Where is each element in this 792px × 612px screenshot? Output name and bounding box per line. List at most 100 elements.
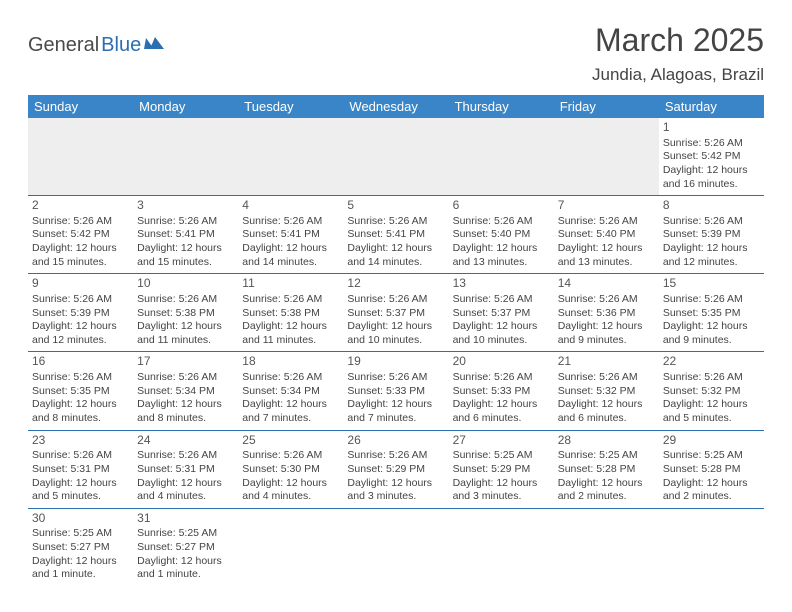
sunrise-line: Sunrise: 5:25 AM xyxy=(32,527,129,541)
calendar-day-cell xyxy=(449,508,554,586)
calendar-day-cell: 23Sunrise: 5:26 AMSunset: 5:31 PMDayligh… xyxy=(28,430,133,508)
sunset-line: Sunset: 5:29 PM xyxy=(347,463,444,477)
daylight-line: Daylight: 12 hours and 3 minutes. xyxy=(453,477,550,504)
sunset-line: Sunset: 5:37 PM xyxy=(347,307,444,321)
daylight-line: Daylight: 12 hours and 5 minutes. xyxy=(663,398,760,425)
sunset-line: Sunset: 5:29 PM xyxy=(453,463,550,477)
sunrise-line: Sunrise: 5:26 AM xyxy=(137,449,234,463)
sunrise-line: Sunrise: 5:26 AM xyxy=(558,293,655,307)
sunrise-line: Sunrise: 5:25 AM xyxy=(137,527,234,541)
sunset-line: Sunset: 5:37 PM xyxy=(453,307,550,321)
day-number: 7 xyxy=(558,198,655,214)
sunrise-line: Sunrise: 5:26 AM xyxy=(663,293,760,307)
daylight-line: Daylight: 12 hours and 15 minutes. xyxy=(32,242,129,269)
sunrise-line: Sunrise: 5:26 AM xyxy=(32,215,129,229)
daylight-line: Daylight: 12 hours and 7 minutes. xyxy=(242,398,339,425)
day-number: 16 xyxy=(32,354,129,370)
sunset-line: Sunset: 5:34 PM xyxy=(242,385,339,399)
logo: GeneralBlue xyxy=(28,22,166,57)
day-header: Friday xyxy=(554,95,659,118)
daylight-line: Daylight: 12 hours and 5 minutes. xyxy=(32,477,129,504)
sunset-line: Sunset: 5:36 PM xyxy=(558,307,655,321)
sunset-line: Sunset: 5:33 PM xyxy=(453,385,550,399)
sunset-line: Sunset: 5:33 PM xyxy=(347,385,444,399)
sunset-line: Sunset: 5:32 PM xyxy=(663,385,760,399)
daylight-line: Daylight: 12 hours and 8 minutes. xyxy=(137,398,234,425)
header: GeneralBlue March 2025 Jundia, Alagoas, … xyxy=(28,22,764,85)
day-number: 1 xyxy=(663,120,760,136)
day-number: 28 xyxy=(558,433,655,449)
day-number: 30 xyxy=(32,511,129,527)
day-number: 10 xyxy=(137,276,234,292)
daylight-line: Daylight: 12 hours and 9 minutes. xyxy=(558,320,655,347)
calendar-page: GeneralBlue March 2025 Jundia, Alagoas, … xyxy=(0,0,792,586)
sunrise-line: Sunrise: 5:26 AM xyxy=(347,371,444,385)
calendar-day-cell: 26Sunrise: 5:26 AMSunset: 5:29 PMDayligh… xyxy=(343,430,448,508)
sunset-line: Sunset: 5:39 PM xyxy=(663,228,760,242)
calendar-day-cell: 22Sunrise: 5:26 AMSunset: 5:32 PMDayligh… xyxy=(659,352,764,430)
sunset-line: Sunset: 5:32 PM xyxy=(558,385,655,399)
sunset-line: Sunset: 5:27 PM xyxy=(137,541,234,555)
calendar-day-cell xyxy=(238,508,343,586)
sunset-line: Sunset: 5:31 PM xyxy=(137,463,234,477)
daylight-line: Daylight: 12 hours and 4 minutes. xyxy=(242,477,339,504)
sunrise-line: Sunrise: 5:26 AM xyxy=(242,449,339,463)
calendar-week: 9Sunrise: 5:26 AMSunset: 5:39 PMDaylight… xyxy=(28,274,764,352)
calendar-day-cell: 18Sunrise: 5:26 AMSunset: 5:34 PMDayligh… xyxy=(238,352,343,430)
sunset-line: Sunset: 5:42 PM xyxy=(32,228,129,242)
calendar-day-cell: 12Sunrise: 5:26 AMSunset: 5:37 PMDayligh… xyxy=(343,274,448,352)
daylight-line: Daylight: 12 hours and 14 minutes. xyxy=(242,242,339,269)
sunrise-line: Sunrise: 5:26 AM xyxy=(347,449,444,463)
sunrise-line: Sunrise: 5:26 AM xyxy=(453,215,550,229)
sunset-line: Sunset: 5:41 PM xyxy=(137,228,234,242)
calendar-day-cell xyxy=(554,508,659,586)
daylight-line: Daylight: 12 hours and 12 minutes. xyxy=(663,242,760,269)
calendar-day-cell: 7Sunrise: 5:26 AMSunset: 5:40 PMDaylight… xyxy=(554,196,659,274)
day-number: 17 xyxy=(137,354,234,370)
sunset-line: Sunset: 5:40 PM xyxy=(453,228,550,242)
day-number: 5 xyxy=(347,198,444,214)
day-number: 25 xyxy=(242,433,339,449)
calendar-day-cell: 5Sunrise: 5:26 AMSunset: 5:41 PMDaylight… xyxy=(343,196,448,274)
daylight-line: Daylight: 12 hours and 14 minutes. xyxy=(347,242,444,269)
sunrise-line: Sunrise: 5:26 AM xyxy=(32,371,129,385)
daylight-line: Daylight: 12 hours and 10 minutes. xyxy=(347,320,444,347)
calendar-day-cell: 1Sunrise: 5:26 AMSunset: 5:42 PMDaylight… xyxy=(659,118,764,196)
sunset-line: Sunset: 5:39 PM xyxy=(32,307,129,321)
calendar-day-cell: 24Sunrise: 5:26 AMSunset: 5:31 PMDayligh… xyxy=(133,430,238,508)
day-header: Monday xyxy=(133,95,238,118)
day-number: 8 xyxy=(663,198,760,214)
calendar-day-cell: 3Sunrise: 5:26 AMSunset: 5:41 PMDaylight… xyxy=(133,196,238,274)
daylight-line: Daylight: 12 hours and 3 minutes. xyxy=(347,477,444,504)
month-title: March 2025 xyxy=(592,22,764,59)
calendar-week: 30Sunrise: 5:25 AMSunset: 5:27 PMDayligh… xyxy=(28,508,764,586)
sunrise-line: Sunrise: 5:25 AM xyxy=(663,449,760,463)
calendar-day-cell: 28Sunrise: 5:25 AMSunset: 5:28 PMDayligh… xyxy=(554,430,659,508)
calendar-week: 2Sunrise: 5:26 AMSunset: 5:42 PMDaylight… xyxy=(28,196,764,274)
day-number: 27 xyxy=(453,433,550,449)
sunset-line: Sunset: 5:41 PM xyxy=(347,228,444,242)
calendar-day-cell: 13Sunrise: 5:26 AMSunset: 5:37 PMDayligh… xyxy=(449,274,554,352)
sunset-line: Sunset: 5:31 PM xyxy=(32,463,129,477)
sunrise-line: Sunrise: 5:26 AM xyxy=(137,371,234,385)
daylight-line: Daylight: 12 hours and 2 minutes. xyxy=(663,477,760,504)
sunset-line: Sunset: 5:27 PM xyxy=(32,541,129,555)
sunset-line: Sunset: 5:35 PM xyxy=(32,385,129,399)
daylight-line: Daylight: 12 hours and 4 minutes. xyxy=(137,477,234,504)
calendar-day-cell xyxy=(238,118,343,196)
day-header-row: SundayMondayTuesdayWednesdayThursdayFrid… xyxy=(28,95,764,118)
sunrise-line: Sunrise: 5:26 AM xyxy=(32,293,129,307)
calendar-week: 1Sunrise: 5:26 AMSunset: 5:42 PMDaylight… xyxy=(28,118,764,196)
daylight-line: Daylight: 12 hours and 6 minutes. xyxy=(558,398,655,425)
calendar-day-cell: 31Sunrise: 5:25 AMSunset: 5:27 PMDayligh… xyxy=(133,508,238,586)
calendar-day-cell: 27Sunrise: 5:25 AMSunset: 5:29 PMDayligh… xyxy=(449,430,554,508)
daylight-line: Daylight: 12 hours and 10 minutes. xyxy=(453,320,550,347)
sunrise-line: Sunrise: 5:25 AM xyxy=(453,449,550,463)
day-header: Saturday xyxy=(659,95,764,118)
day-number: 9 xyxy=(32,276,129,292)
sunrise-line: Sunrise: 5:26 AM xyxy=(137,215,234,229)
day-number: 23 xyxy=(32,433,129,449)
day-header: Thursday xyxy=(449,95,554,118)
sunset-line: Sunset: 5:30 PM xyxy=(242,463,339,477)
sunrise-line: Sunrise: 5:26 AM xyxy=(558,371,655,385)
